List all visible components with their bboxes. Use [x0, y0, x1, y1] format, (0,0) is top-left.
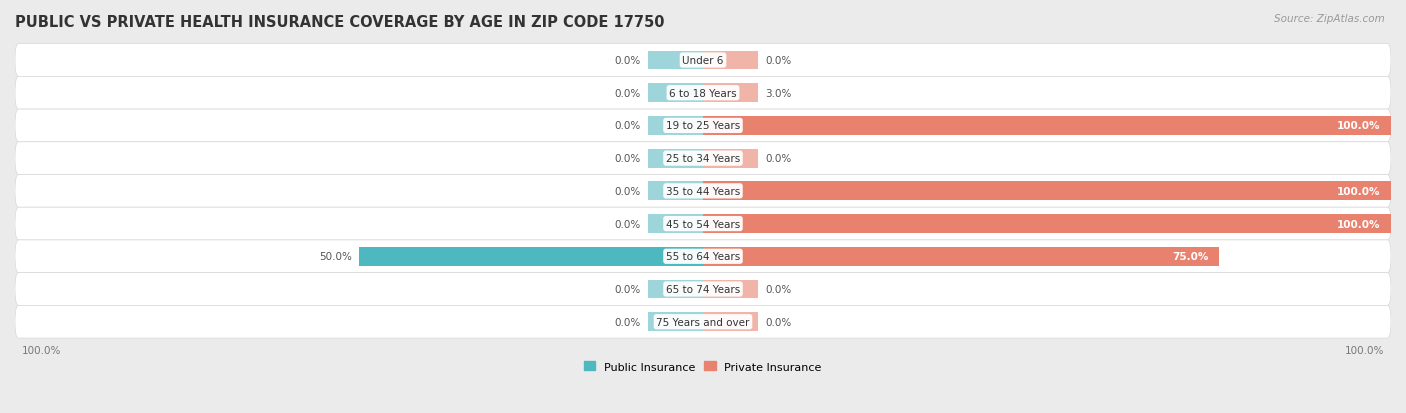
- Text: 35 to 44 Years: 35 to 44 Years: [666, 186, 740, 196]
- Text: 0.0%: 0.0%: [614, 186, 641, 196]
- Bar: [703, 280, 758, 299]
- Bar: [703, 116, 1391, 135]
- Bar: [648, 149, 703, 168]
- Text: 100.0%: 100.0%: [1337, 121, 1381, 131]
- Text: 0.0%: 0.0%: [614, 284, 641, 294]
- Bar: [648, 84, 703, 103]
- Bar: [648, 280, 703, 299]
- Bar: [648, 313, 703, 331]
- FancyBboxPatch shape: [15, 208, 1391, 240]
- Text: 0.0%: 0.0%: [614, 317, 641, 327]
- Text: 75 Years and over: 75 Years and over: [657, 317, 749, 327]
- Text: 75.0%: 75.0%: [1173, 252, 1209, 262]
- Text: 100.0%: 100.0%: [1344, 345, 1384, 356]
- Text: 6 to 18 Years: 6 to 18 Years: [669, 88, 737, 98]
- Text: 0.0%: 0.0%: [614, 56, 641, 66]
- FancyBboxPatch shape: [15, 77, 1391, 110]
- Text: 100.0%: 100.0%: [1337, 219, 1381, 229]
- Text: 0.0%: 0.0%: [614, 121, 641, 131]
- FancyBboxPatch shape: [15, 45, 1391, 77]
- Bar: [648, 182, 703, 201]
- Text: 0.0%: 0.0%: [614, 219, 641, 229]
- FancyBboxPatch shape: [15, 240, 1391, 273]
- Text: 65 to 74 Years: 65 to 74 Years: [666, 284, 740, 294]
- Bar: [648, 51, 703, 70]
- Text: 25 to 34 Years: 25 to 34 Years: [666, 154, 740, 164]
- Text: Under 6: Under 6: [682, 56, 724, 66]
- Text: 100.0%: 100.0%: [1337, 186, 1381, 196]
- Text: 50.0%: 50.0%: [319, 252, 352, 262]
- Text: 0.0%: 0.0%: [765, 154, 792, 164]
- Bar: [648, 215, 703, 233]
- Text: 3.0%: 3.0%: [765, 88, 792, 98]
- Text: 0.0%: 0.0%: [765, 317, 792, 327]
- Text: 100.0%: 100.0%: [22, 345, 62, 356]
- Bar: [359, 247, 703, 266]
- Text: 0.0%: 0.0%: [765, 56, 792, 66]
- Bar: [703, 313, 758, 331]
- Bar: [703, 51, 758, 70]
- Text: 55 to 64 Years: 55 to 64 Years: [666, 252, 740, 262]
- FancyBboxPatch shape: [15, 273, 1391, 306]
- Bar: [703, 215, 1391, 233]
- Text: Source: ZipAtlas.com: Source: ZipAtlas.com: [1274, 14, 1385, 24]
- FancyBboxPatch shape: [15, 306, 1391, 338]
- FancyBboxPatch shape: [15, 110, 1391, 142]
- Bar: [703, 182, 1391, 201]
- Text: 0.0%: 0.0%: [614, 154, 641, 164]
- FancyBboxPatch shape: [15, 175, 1391, 208]
- Text: 45 to 54 Years: 45 to 54 Years: [666, 219, 740, 229]
- Bar: [703, 247, 1219, 266]
- FancyBboxPatch shape: [15, 142, 1391, 175]
- Bar: [703, 84, 758, 103]
- Text: PUBLIC VS PRIVATE HEALTH INSURANCE COVERAGE BY AGE IN ZIP CODE 17750: PUBLIC VS PRIVATE HEALTH INSURANCE COVER…: [15, 15, 665, 30]
- Text: 19 to 25 Years: 19 to 25 Years: [666, 121, 740, 131]
- Legend: Public Insurance, Private Insurance: Public Insurance, Private Insurance: [579, 357, 827, 376]
- Bar: [648, 116, 703, 135]
- Text: 0.0%: 0.0%: [765, 284, 792, 294]
- Text: 0.0%: 0.0%: [614, 88, 641, 98]
- Bar: [703, 149, 758, 168]
